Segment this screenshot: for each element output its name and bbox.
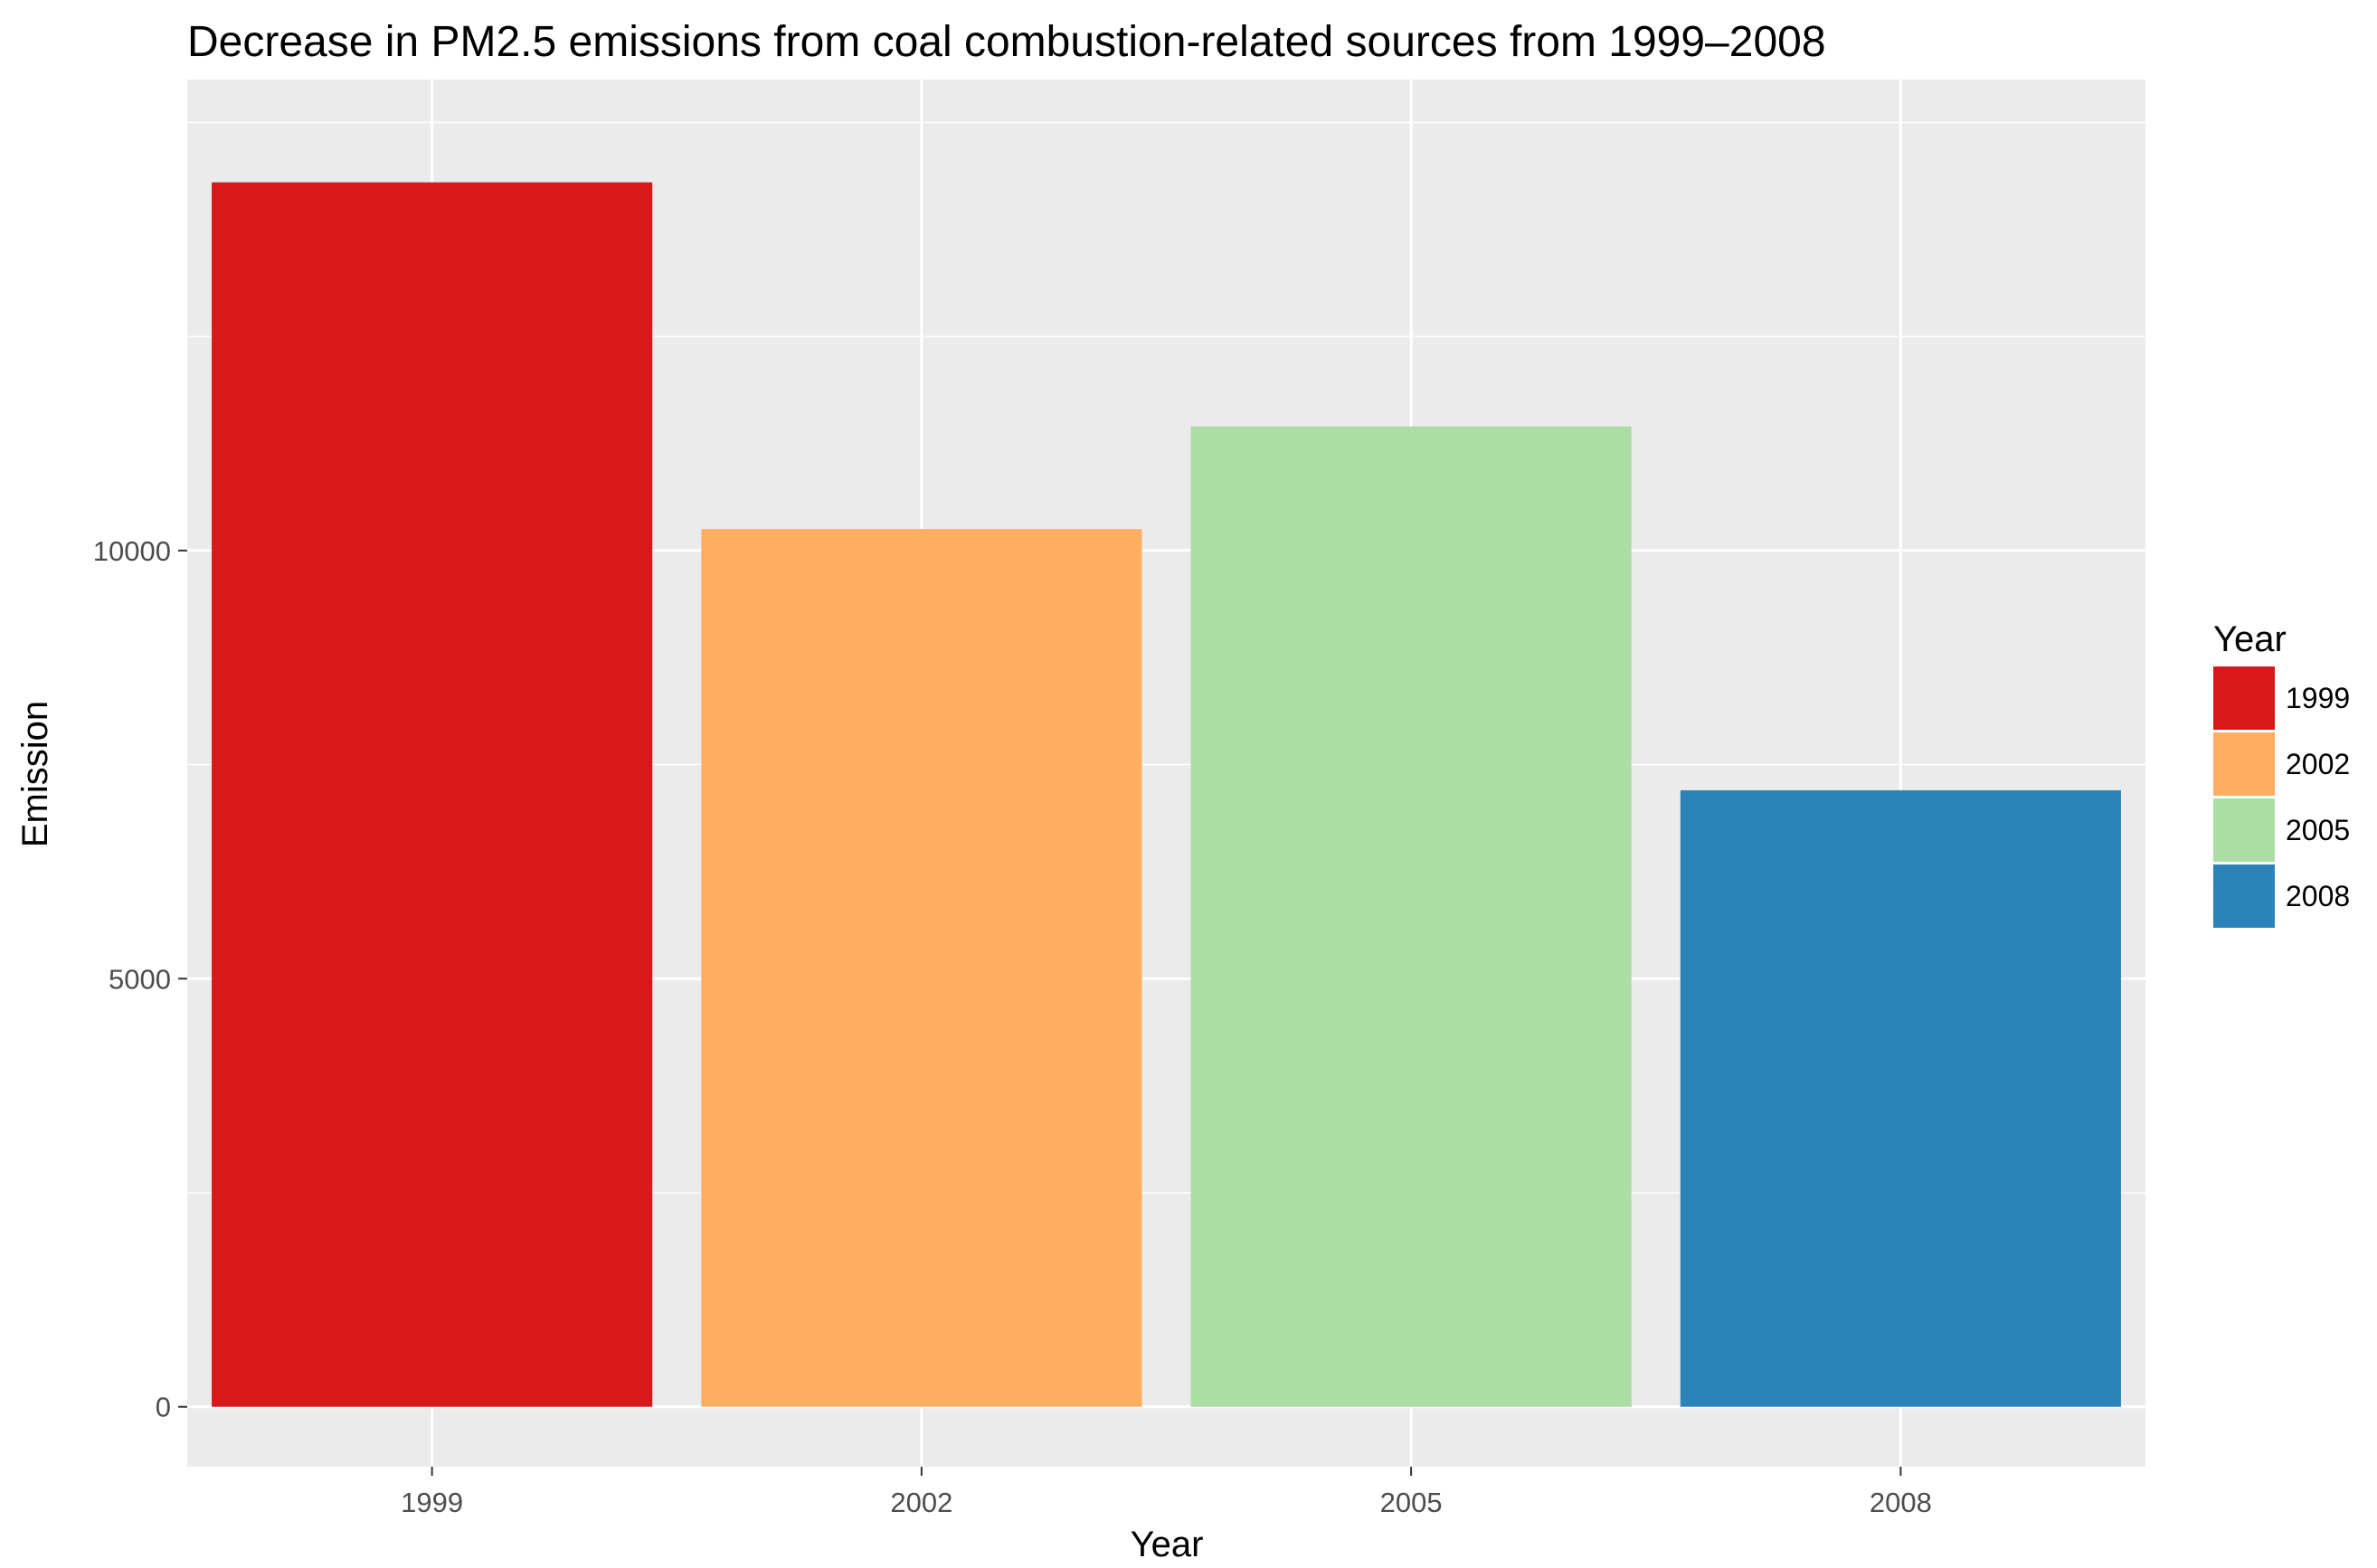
bar-2005 [1190,426,1632,1407]
x-axis-title: Year [1131,1525,1204,1564]
legend-title: Year [2213,619,2287,659]
y-tick-label: 5000 [109,963,171,995]
legend-label: 2008 [2286,880,2350,912]
y-axis: 0 5000 10000 [93,535,187,1423]
bar-2002 [701,529,1142,1407]
chart-title: Decrease in PM2.5 emissions from coal co… [187,18,1826,66]
x-tick-label: 2008 [1870,1487,1932,1518]
y-tick-label: 10000 [93,535,171,567]
bars-group [212,182,2121,1407]
y-tick-label: 0 [156,1392,171,1423]
legend-label: 1999 [2286,682,2350,714]
legend: Year 1999 2002 2005 2008 [2213,619,2350,928]
x-tick-label: 1999 [401,1487,463,1518]
x-axis: 1999 2002 2005 2008 [401,1467,1932,1518]
legend-key-2002 [2213,732,2275,796]
legend-label: 2002 [2286,748,2350,780]
y-axis-title: Emission [15,701,55,847]
legend-key-2008 [2213,864,2275,928]
legend-key-1999 [2213,666,2275,730]
x-tick-label: 2002 [890,1487,952,1518]
legend-key-2005 [2213,798,2275,862]
legend-label: 2005 [2286,814,2350,846]
bar-2008 [1680,789,2121,1407]
x-tick-label: 2005 [1380,1487,1443,1518]
legend-items: 1999 2002 2005 2008 [2213,666,2350,928]
bar-1999 [212,182,653,1407]
